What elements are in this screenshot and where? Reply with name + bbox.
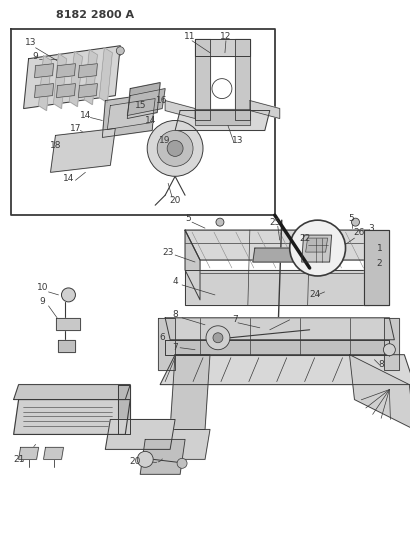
Polygon shape (384, 318, 399, 370)
Text: 13: 13 (25, 38, 36, 47)
Text: 12: 12 (220, 33, 232, 41)
Polygon shape (195, 39, 250, 56)
Polygon shape (23, 46, 120, 109)
Polygon shape (185, 230, 384, 260)
Text: 5: 5 (349, 214, 354, 223)
Polygon shape (51, 128, 115, 172)
Polygon shape (55, 318, 81, 330)
Polygon shape (56, 63, 76, 78)
Circle shape (216, 218, 224, 226)
Text: 14: 14 (80, 111, 91, 120)
Polygon shape (99, 48, 112, 102)
Polygon shape (185, 230, 200, 300)
Polygon shape (35, 63, 53, 78)
Circle shape (212, 79, 232, 99)
Polygon shape (235, 39, 250, 120)
Polygon shape (107, 99, 155, 130)
Polygon shape (79, 84, 97, 98)
Polygon shape (160, 354, 411, 385)
Polygon shape (175, 110, 270, 131)
Polygon shape (14, 400, 130, 434)
Polygon shape (195, 39, 210, 120)
Polygon shape (165, 101, 195, 118)
Polygon shape (35, 84, 53, 98)
Polygon shape (102, 94, 155, 138)
Text: 8: 8 (172, 310, 178, 319)
Polygon shape (165, 430, 210, 459)
Polygon shape (44, 447, 63, 459)
Circle shape (351, 218, 360, 226)
Text: 3: 3 (369, 224, 374, 232)
Circle shape (206, 326, 230, 350)
Text: 20: 20 (169, 196, 181, 205)
Polygon shape (18, 447, 39, 459)
Text: 17: 17 (70, 124, 81, 133)
Text: 14: 14 (63, 174, 74, 183)
Text: 20: 20 (129, 457, 141, 466)
Text: 19: 19 (159, 136, 171, 145)
Polygon shape (127, 83, 160, 118)
Polygon shape (302, 235, 332, 262)
Polygon shape (11, 29, 275, 215)
Polygon shape (165, 318, 395, 340)
Text: 10: 10 (37, 284, 48, 293)
Text: 7: 7 (172, 343, 178, 352)
Text: 22: 22 (299, 233, 310, 243)
Text: 13: 13 (232, 136, 244, 145)
Polygon shape (306, 238, 328, 252)
Polygon shape (56, 84, 76, 98)
Text: 23: 23 (162, 247, 174, 256)
Polygon shape (53, 54, 67, 109)
Text: 7: 7 (232, 316, 238, 324)
Circle shape (62, 288, 76, 302)
Text: 1: 1 (376, 244, 382, 253)
Polygon shape (170, 354, 210, 430)
Polygon shape (165, 340, 389, 354)
Text: 4: 4 (172, 278, 178, 286)
Circle shape (177, 458, 187, 469)
Text: 11: 11 (184, 33, 196, 41)
Text: 8182 2800 A: 8182 2800 A (55, 10, 134, 20)
Polygon shape (69, 52, 83, 107)
Polygon shape (118, 385, 130, 434)
Polygon shape (158, 318, 175, 370)
Polygon shape (365, 230, 389, 305)
Circle shape (116, 47, 124, 55)
Polygon shape (369, 230, 384, 300)
Text: 25: 25 (269, 217, 280, 227)
Polygon shape (105, 419, 175, 449)
Polygon shape (140, 439, 185, 474)
Text: 9: 9 (40, 297, 46, 306)
Circle shape (147, 120, 203, 176)
Polygon shape (253, 248, 309, 262)
Text: 6: 6 (159, 333, 165, 342)
Polygon shape (39, 56, 51, 110)
Circle shape (383, 344, 395, 356)
Text: 14: 14 (145, 116, 156, 125)
Polygon shape (84, 50, 97, 104)
Text: 9: 9 (33, 52, 39, 61)
Polygon shape (127, 88, 165, 116)
Text: 18: 18 (50, 141, 61, 150)
Text: 15: 15 (134, 101, 146, 110)
Polygon shape (79, 63, 97, 78)
Text: 26: 26 (354, 228, 365, 237)
Polygon shape (349, 354, 411, 430)
Polygon shape (250, 101, 280, 118)
Polygon shape (58, 340, 76, 352)
Text: 16: 16 (157, 96, 168, 105)
Text: 8: 8 (379, 360, 384, 369)
Polygon shape (195, 109, 250, 125)
Text: 5: 5 (185, 214, 191, 223)
Circle shape (213, 333, 223, 343)
Circle shape (157, 131, 193, 166)
Text: 24: 24 (309, 290, 320, 300)
Circle shape (290, 220, 346, 276)
Circle shape (167, 140, 183, 156)
Text: 21: 21 (13, 455, 24, 464)
Text: 2: 2 (376, 259, 382, 268)
Polygon shape (185, 270, 369, 305)
Circle shape (137, 451, 153, 467)
Polygon shape (14, 385, 130, 400)
